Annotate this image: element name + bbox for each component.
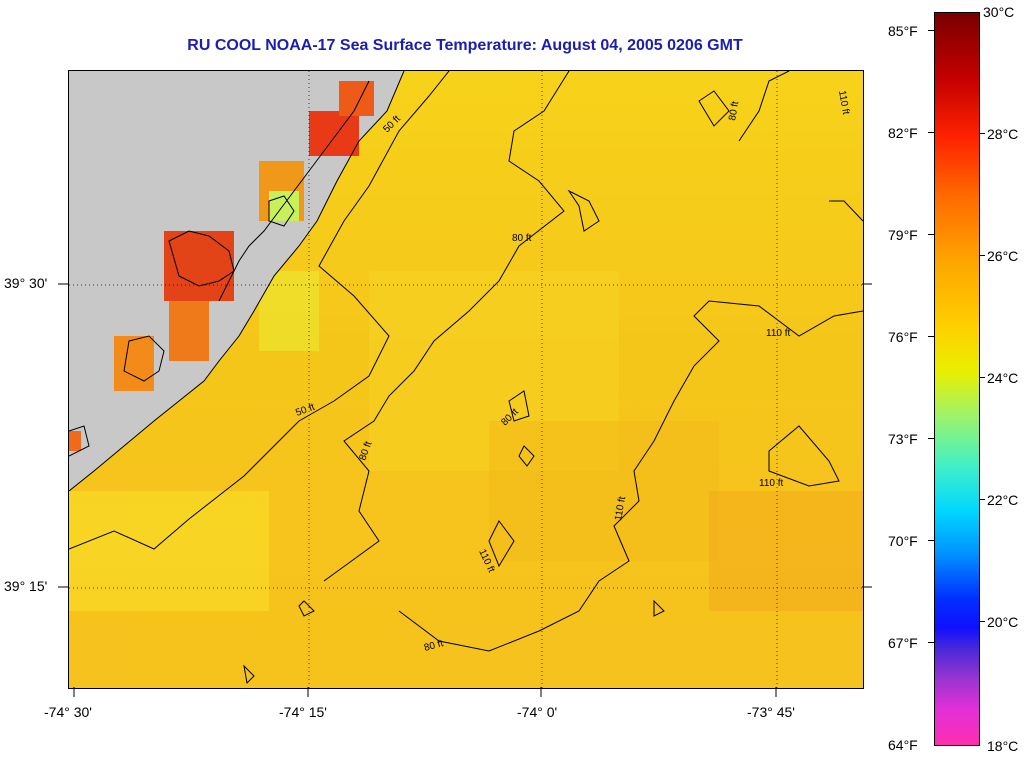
- cb-c-tick: [979, 377, 985, 378]
- cb-c-tick: [979, 255, 985, 256]
- cb-c-label: 18°C: [987, 738, 1019, 754]
- svg-text:80 ft: 80 ft: [727, 100, 741, 121]
- cb-c-tick: [979, 499, 985, 500]
- cb-f-tick: [928, 30, 934, 31]
- svg-text:80 ft: 80 ft: [423, 638, 445, 654]
- warm-coastal-waters: [69, 81, 374, 451]
- cb-f-label: 67°F: [888, 635, 918, 651]
- lon-label-74-0: -74° 0': [517, 704, 558, 720]
- cb-f-tick: [928, 540, 934, 541]
- cb-c-label: 26°C: [987, 248, 1019, 264]
- cb-f-label: 82°F: [888, 125, 918, 141]
- cb-f-label: 85°F: [888, 23, 918, 39]
- cb-f-label: 79°F: [888, 227, 918, 243]
- lon-label-74-30: -74° 30': [44, 704, 92, 720]
- cb-f-tick: [928, 336, 934, 337]
- temperature-colorbar: [934, 12, 980, 746]
- cb-c-label: 24°C: [987, 370, 1019, 386]
- cb-f-label: 64°F: [888, 737, 918, 753]
- svg-text:110 ft: 110 ft: [613, 495, 628, 521]
- cb-c-tick: [979, 133, 985, 134]
- grid: [69, 71, 863, 688]
- sst-map-graphics: 50 ft 50 ft 80 ft 80 ft 80 ft 80 ft 80 f…: [69, 71, 863, 688]
- lat-label-39-30: 39° 30': [4, 275, 48, 291]
- map-title: RU COOL NOAA-17 Sea Surface Temperature:…: [187, 37, 743, 54]
- coastline: [69, 71, 405, 492]
- sst-patches: [69, 271, 863, 688]
- cb-c-label: 20°C: [987, 614, 1019, 630]
- cb-f-label: 73°F: [888, 431, 918, 447]
- cb-f-tick: [928, 438, 934, 439]
- svg-text:110 ft: 110 ft: [836, 90, 851, 116]
- cb-c-tick: [979, 621, 985, 622]
- svg-text:80 ft: 80 ft: [512, 233, 532, 244]
- sst-map: 50 ft 50 ft 80 ft 80 ft 80 ft 80 ft 80 f…: [68, 70, 864, 689]
- cb-f-label: 76°F: [888, 329, 918, 345]
- svg-text:110 ft: 110 ft: [759, 478, 783, 489]
- cb-f-tick: [928, 642, 934, 643]
- cb-c-label: 30°C: [983, 4, 1015, 20]
- lon-label-74-15: -74° 15': [279, 704, 327, 720]
- cb-c-label: 28°C: [987, 126, 1019, 142]
- cb-f-tick: [928, 234, 934, 235]
- lon-label-73-45: -73° 45': [747, 704, 795, 720]
- cb-f-label: 70°F: [888, 533, 918, 549]
- lat-label-39-15: 39° 15': [4, 578, 48, 594]
- cb-f-tick: [928, 132, 934, 133]
- depth-contours: [69, 71, 863, 685]
- cb-c-label: 22°C: [987, 492, 1019, 508]
- svg-text:110 ft: 110 ft: [766, 328, 790, 339]
